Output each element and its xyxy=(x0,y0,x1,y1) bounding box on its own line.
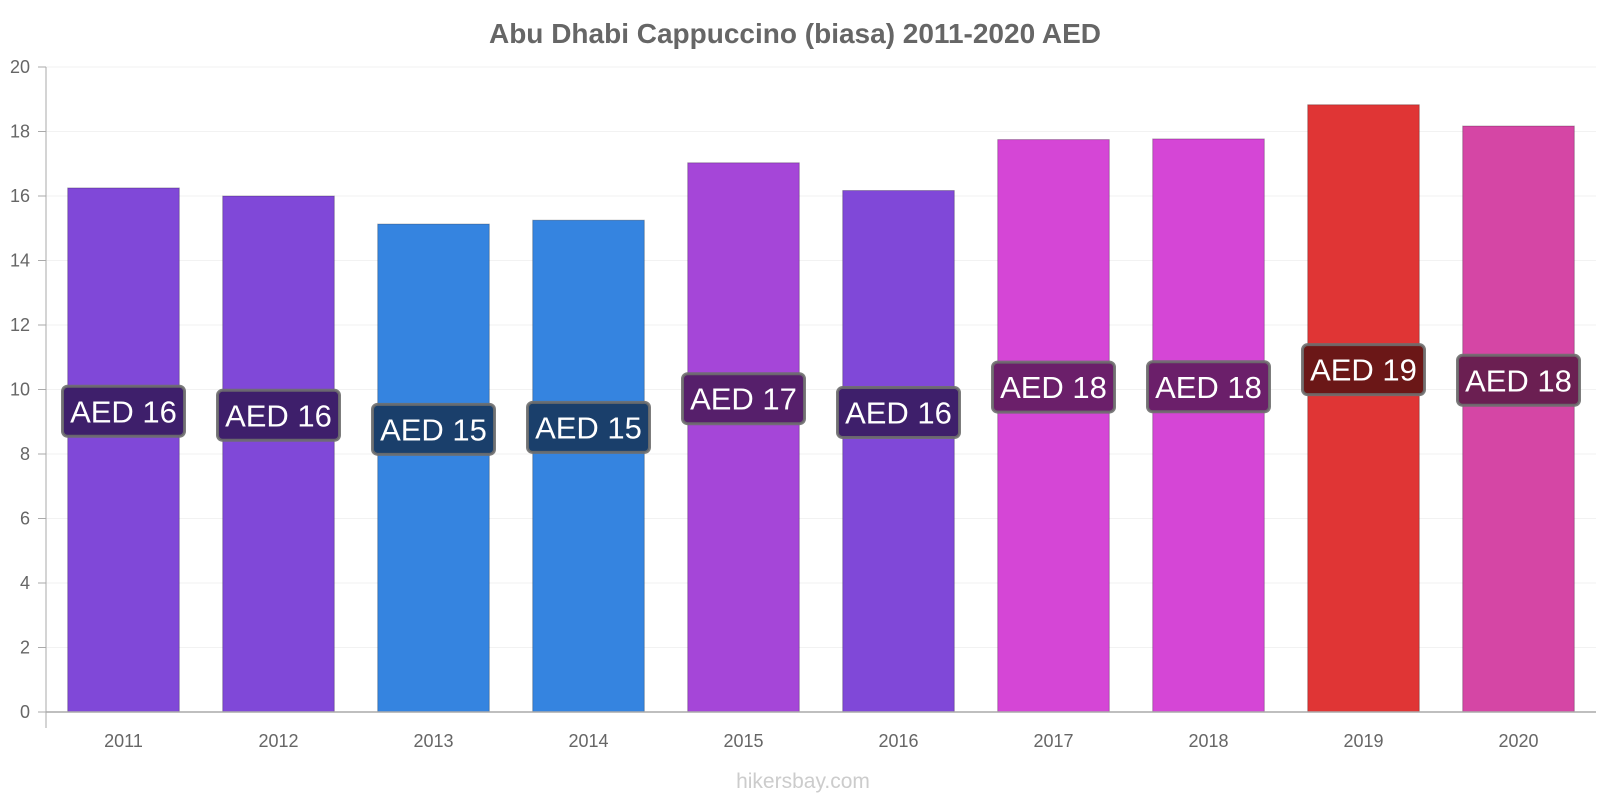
y-tick-label: 10 xyxy=(10,380,30,400)
bar-2011 xyxy=(67,187,180,713)
x-tick-label: 2011 xyxy=(104,731,143,751)
chart-title: Abu Dhabi Cappuccino (biasa) 2011-2020 A… xyxy=(489,18,1101,49)
x-tick-label: 2019 xyxy=(1343,731,1383,751)
bars xyxy=(67,104,1575,713)
y-axis: 0 2 4 6 8 10 12 14 16 18 20 xyxy=(10,57,47,728)
data-label-background xyxy=(216,388,341,442)
data-label-background xyxy=(681,372,806,426)
x-tick-label: 2016 xyxy=(878,731,918,751)
y-tick-label: 12 xyxy=(10,315,30,335)
data-label-background xyxy=(1146,360,1271,414)
data-label-2017: AED 18 xyxy=(1000,370,1107,405)
x-tick-label: 2015 xyxy=(723,731,763,751)
data-label-background xyxy=(61,384,186,438)
y-tick-label: 18 xyxy=(10,122,30,142)
x-tick-label: 2020 xyxy=(1498,731,1538,751)
y-tick-label: 6 xyxy=(20,509,30,529)
y-tick-label: 16 xyxy=(10,186,30,206)
data-label-2016: AED 16 xyxy=(845,396,952,431)
data-label-2020: AED 18 xyxy=(1465,363,1572,398)
x-tick-label: 2018 xyxy=(1188,731,1228,751)
y-tick-label: 8 xyxy=(20,444,30,464)
x-axis: 2011 2012 2013 2014 2015 2016 2017 2018 2019 2020 xyxy=(46,711,1596,751)
data-labels: AED 16 AED 16 AED 15 AED 15 AED 17 AED 16 AED … xyxy=(61,343,1581,456)
data-label-background xyxy=(1301,343,1426,397)
data-label-background xyxy=(836,386,961,440)
data-label-background xyxy=(991,360,1116,414)
data-label-2014: AED 15 xyxy=(535,410,642,445)
y-tick-label: 2 xyxy=(20,638,30,658)
y-tick-label: 20 xyxy=(10,57,30,77)
bar-2013 xyxy=(377,223,490,713)
data-label-2011: AED 16 xyxy=(70,394,177,429)
bar-2018 xyxy=(1152,138,1265,713)
bar-2012 xyxy=(222,195,335,713)
x-tick-label: 2013 xyxy=(413,731,453,751)
data-label-2012: AED 16 xyxy=(225,398,332,433)
x-tick-label: 2017 xyxy=(1033,731,1073,751)
data-label-2018: AED 18 xyxy=(1155,370,1262,405)
bar-2017 xyxy=(997,139,1110,713)
data-label-background xyxy=(371,402,496,456)
y-tick-label: 0 xyxy=(20,702,30,722)
x-tick-label: 2014 xyxy=(568,731,608,751)
data-label-2019: AED 19 xyxy=(1310,353,1417,388)
watermark: hikersbay.com xyxy=(736,770,870,793)
bar-2016 xyxy=(842,190,955,713)
x-tick-label: 2012 xyxy=(258,731,298,751)
bar-2019 xyxy=(1307,104,1420,713)
bar-2014 xyxy=(532,219,645,713)
data-label-2013: AED 15 xyxy=(380,412,487,447)
y-tick-label: 4 xyxy=(20,573,30,593)
y-tick-label: 14 xyxy=(10,251,30,271)
bar-2020 xyxy=(1462,125,1575,713)
bar-2015 xyxy=(687,162,800,713)
data-label-background xyxy=(1456,353,1581,407)
data-label-2015: AED 17 xyxy=(690,382,797,417)
data-label-background xyxy=(526,400,651,454)
